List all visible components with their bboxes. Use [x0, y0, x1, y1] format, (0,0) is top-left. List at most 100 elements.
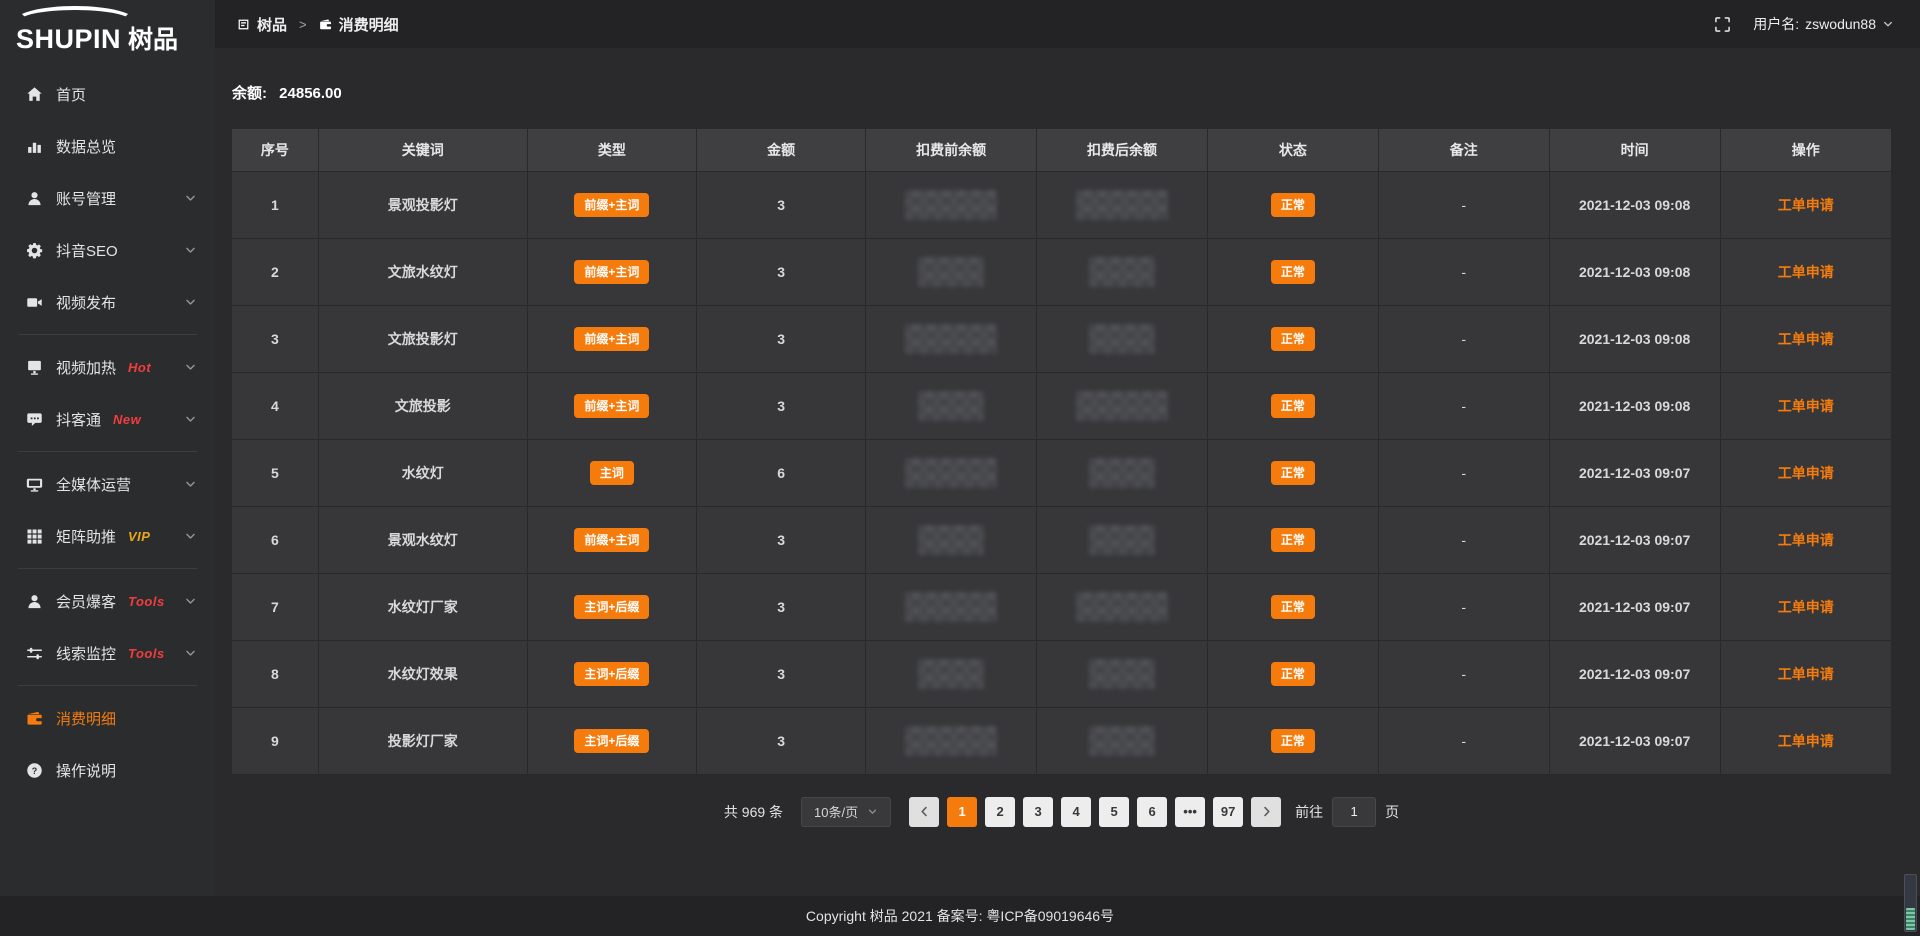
- ticket-apply-link[interactable]: 工单申请: [1778, 733, 1834, 749]
- cell-action: 工单申请: [1720, 372, 1891, 439]
- column-header: 关键词: [318, 129, 527, 171]
- chevron-down-icon: [184, 361, 197, 374]
- footer: Copyright 树品 2021 备案号: 粤ICP备09019646号: [0, 896, 1920, 936]
- sidebar-item-matrix-boost[interactable]: 矩阵助推VIP: [0, 510, 215, 562]
- user-area: 用户名: zswodun88: [1714, 14, 1894, 34]
- ticket-apply-link[interactable]: 工单申请: [1778, 666, 1834, 682]
- cell-balance-after: [1037, 372, 1208, 439]
- sidebar-item-data-overview[interactable]: 数据总览: [0, 120, 215, 172]
- scrollbar-thumb[interactable]: [1906, 908, 1915, 930]
- cell-type: 主词: [527, 439, 696, 506]
- sidebar-item-consume-detail[interactable]: 消费明细: [0, 692, 215, 744]
- cell-time: 2021-12-03 09:07: [1549, 640, 1720, 707]
- ticket-apply-link[interactable]: 工单申请: [1778, 264, 1834, 280]
- redacted-value: [905, 458, 997, 488]
- cell-no: 8: [232, 640, 318, 707]
- table-row: 5水纹灯主词6正常-2021-12-03 09:07工单申请: [232, 439, 1891, 506]
- redacted-value: [918, 525, 984, 555]
- sidebar-item-video-heat[interactable]: 视频加热Hot: [0, 341, 215, 393]
- table-row: 1景观投影灯前缀+主词3正常-2021-12-03 09:08工单申请: [232, 171, 1891, 238]
- sliders-icon: [26, 645, 43, 662]
- sidebar-item-label: 视频发布: [56, 292, 116, 313]
- total-count: 共 969 条: [724, 802, 783, 822]
- ticket-apply-link[interactable]: 工单申请: [1778, 532, 1834, 548]
- page-button-3[interactable]: 3: [1023, 797, 1053, 827]
- page-button-5[interactable]: 5: [1099, 797, 1129, 827]
- cell-keyword: 景观投影灯: [318, 171, 527, 238]
- sidebar-divider: [18, 334, 197, 335]
- page-scrollbar[interactable]: [1904, 874, 1917, 932]
- cell-time: 2021-12-03 09:07: [1549, 439, 1720, 506]
- status-badge: 正常: [1271, 394, 1315, 418]
- sidebar-item-home[interactable]: 首页: [0, 68, 215, 120]
- sidebar-item-account-manage[interactable]: 账号管理: [0, 172, 215, 224]
- redacted-value: [1089, 726, 1155, 756]
- column-header: 扣费前余额: [866, 129, 1037, 171]
- sidebar-item-operation-guide[interactable]: ?操作说明: [0, 744, 215, 796]
- cell-keyword: 水纹灯厂家: [318, 573, 527, 640]
- ticket-apply-link[interactable]: 工单申请: [1778, 331, 1834, 347]
- sidebar-item-label: 会员爆客: [56, 591, 116, 612]
- prev-page-button[interactable]: [909, 797, 939, 827]
- ticket-apply-link[interactable]: 工单申请: [1778, 398, 1834, 414]
- sidebar-item-label: 抖客通: [56, 409, 101, 430]
- cell-remark: -: [1378, 171, 1549, 238]
- topbar: 树品 > 消费明细 用户名: zswodun88: [215, 0, 1920, 48]
- ticket-apply-link[interactable]: 工单申请: [1778, 197, 1834, 213]
- sidebar-item-douketong[interactable]: 抖客通New: [0, 393, 215, 445]
- user-menu[interactable]: 用户名: zswodun88: [1753, 14, 1894, 34]
- ticket-apply-link[interactable]: 工单申请: [1778, 465, 1834, 481]
- page-button-2[interactable]: 2: [985, 797, 1015, 827]
- cell-remark: -: [1378, 305, 1549, 372]
- cell-balance-before: [866, 640, 1037, 707]
- main-content: 余额: 24856.00 序号关键词类型金额扣费前余额扣费后余额状态备注时间操作…: [215, 48, 1920, 896]
- ticket-apply-link[interactable]: 工单申请: [1778, 599, 1834, 615]
- redacted-value: [1089, 257, 1155, 287]
- sidebar-item-douyin-seo[interactable]: 抖音SEO: [0, 224, 215, 276]
- pagination: 共 969 条 10条/页 123456•••97 前往 页: [232, 797, 1891, 827]
- consumption-table: 序号关键词类型金额扣费前余额扣费后余额状态备注时间操作 1景观投影灯前缀+主词3…: [232, 129, 1891, 775]
- chat-icon: [26, 411, 43, 428]
- column-header: 时间: [1549, 129, 1720, 171]
- goto-page-input[interactable]: [1332, 797, 1376, 827]
- cell-time: 2021-12-03 09:08: [1549, 372, 1720, 439]
- page-button-4[interactable]: 4: [1061, 797, 1091, 827]
- breadcrumb-item-home[interactable]: 树品: [257, 14, 287, 35]
- cell-action: 工单申请: [1720, 573, 1891, 640]
- table-row: 2文旅水纹灯前缀+主词3正常-2021-12-03 09:08工单申请: [232, 238, 1891, 305]
- home-icon: [26, 86, 43, 103]
- logo[interactable]: SHUPIN 树品: [0, 0, 215, 64]
- table-body: 1景观投影灯前缀+主词3正常-2021-12-03 09:08工单申请2文旅水纹…: [232, 171, 1891, 774]
- sidebar-item-media-operation[interactable]: 全媒体运营: [0, 458, 215, 510]
- page-button-97[interactable]: 97: [1213, 797, 1243, 827]
- more-pages-button[interactable]: •••: [1175, 797, 1205, 827]
- page-button-6[interactable]: 6: [1137, 797, 1167, 827]
- cell-time: 2021-12-03 09:08: [1549, 238, 1720, 305]
- goto-suffix: 页: [1385, 802, 1399, 822]
- breadcrumb-page-icon: [319, 18, 332, 31]
- redacted-value: [1076, 391, 1168, 421]
- cell-balance-before: [866, 171, 1037, 238]
- next-page-button[interactable]: [1251, 797, 1281, 827]
- sidebar-item-video-publish[interactable]: 视频发布: [0, 276, 215, 328]
- sidebar-item-member-burst[interactable]: 会员爆客 Tools: [0, 575, 215, 627]
- cell-no: 6: [232, 506, 318, 573]
- redacted-value: [905, 190, 997, 220]
- sidebar-item-label: 账号管理: [56, 188, 116, 209]
- cell-amount: 3: [697, 573, 866, 640]
- status-badge: 正常: [1271, 528, 1315, 552]
- sidebar-item-clue-monitor[interactable]: 线索监控Tools: [0, 627, 215, 679]
- page-button-1[interactable]: 1: [947, 797, 977, 827]
- chevron-down-icon: [184, 296, 197, 309]
- status-badge: 正常: [1271, 662, 1315, 686]
- redacted-value: [1089, 525, 1155, 555]
- type-badge: 前缀+主词: [574, 260, 649, 284]
- balance-label: 余额:: [232, 85, 267, 102]
- fullscreen-icon[interactable]: [1714, 16, 1731, 33]
- page-size-select[interactable]: 10条/页: [801, 797, 891, 827]
- status-badge: 正常: [1271, 461, 1315, 485]
- table-row: 3文旅投影灯前缀+主词3正常-2021-12-03 09:08工单申请: [232, 305, 1891, 372]
- cell-remark: -: [1378, 640, 1549, 707]
- cell-remark: -: [1378, 238, 1549, 305]
- sidebar-item-badge: Tools: [128, 594, 165, 609]
